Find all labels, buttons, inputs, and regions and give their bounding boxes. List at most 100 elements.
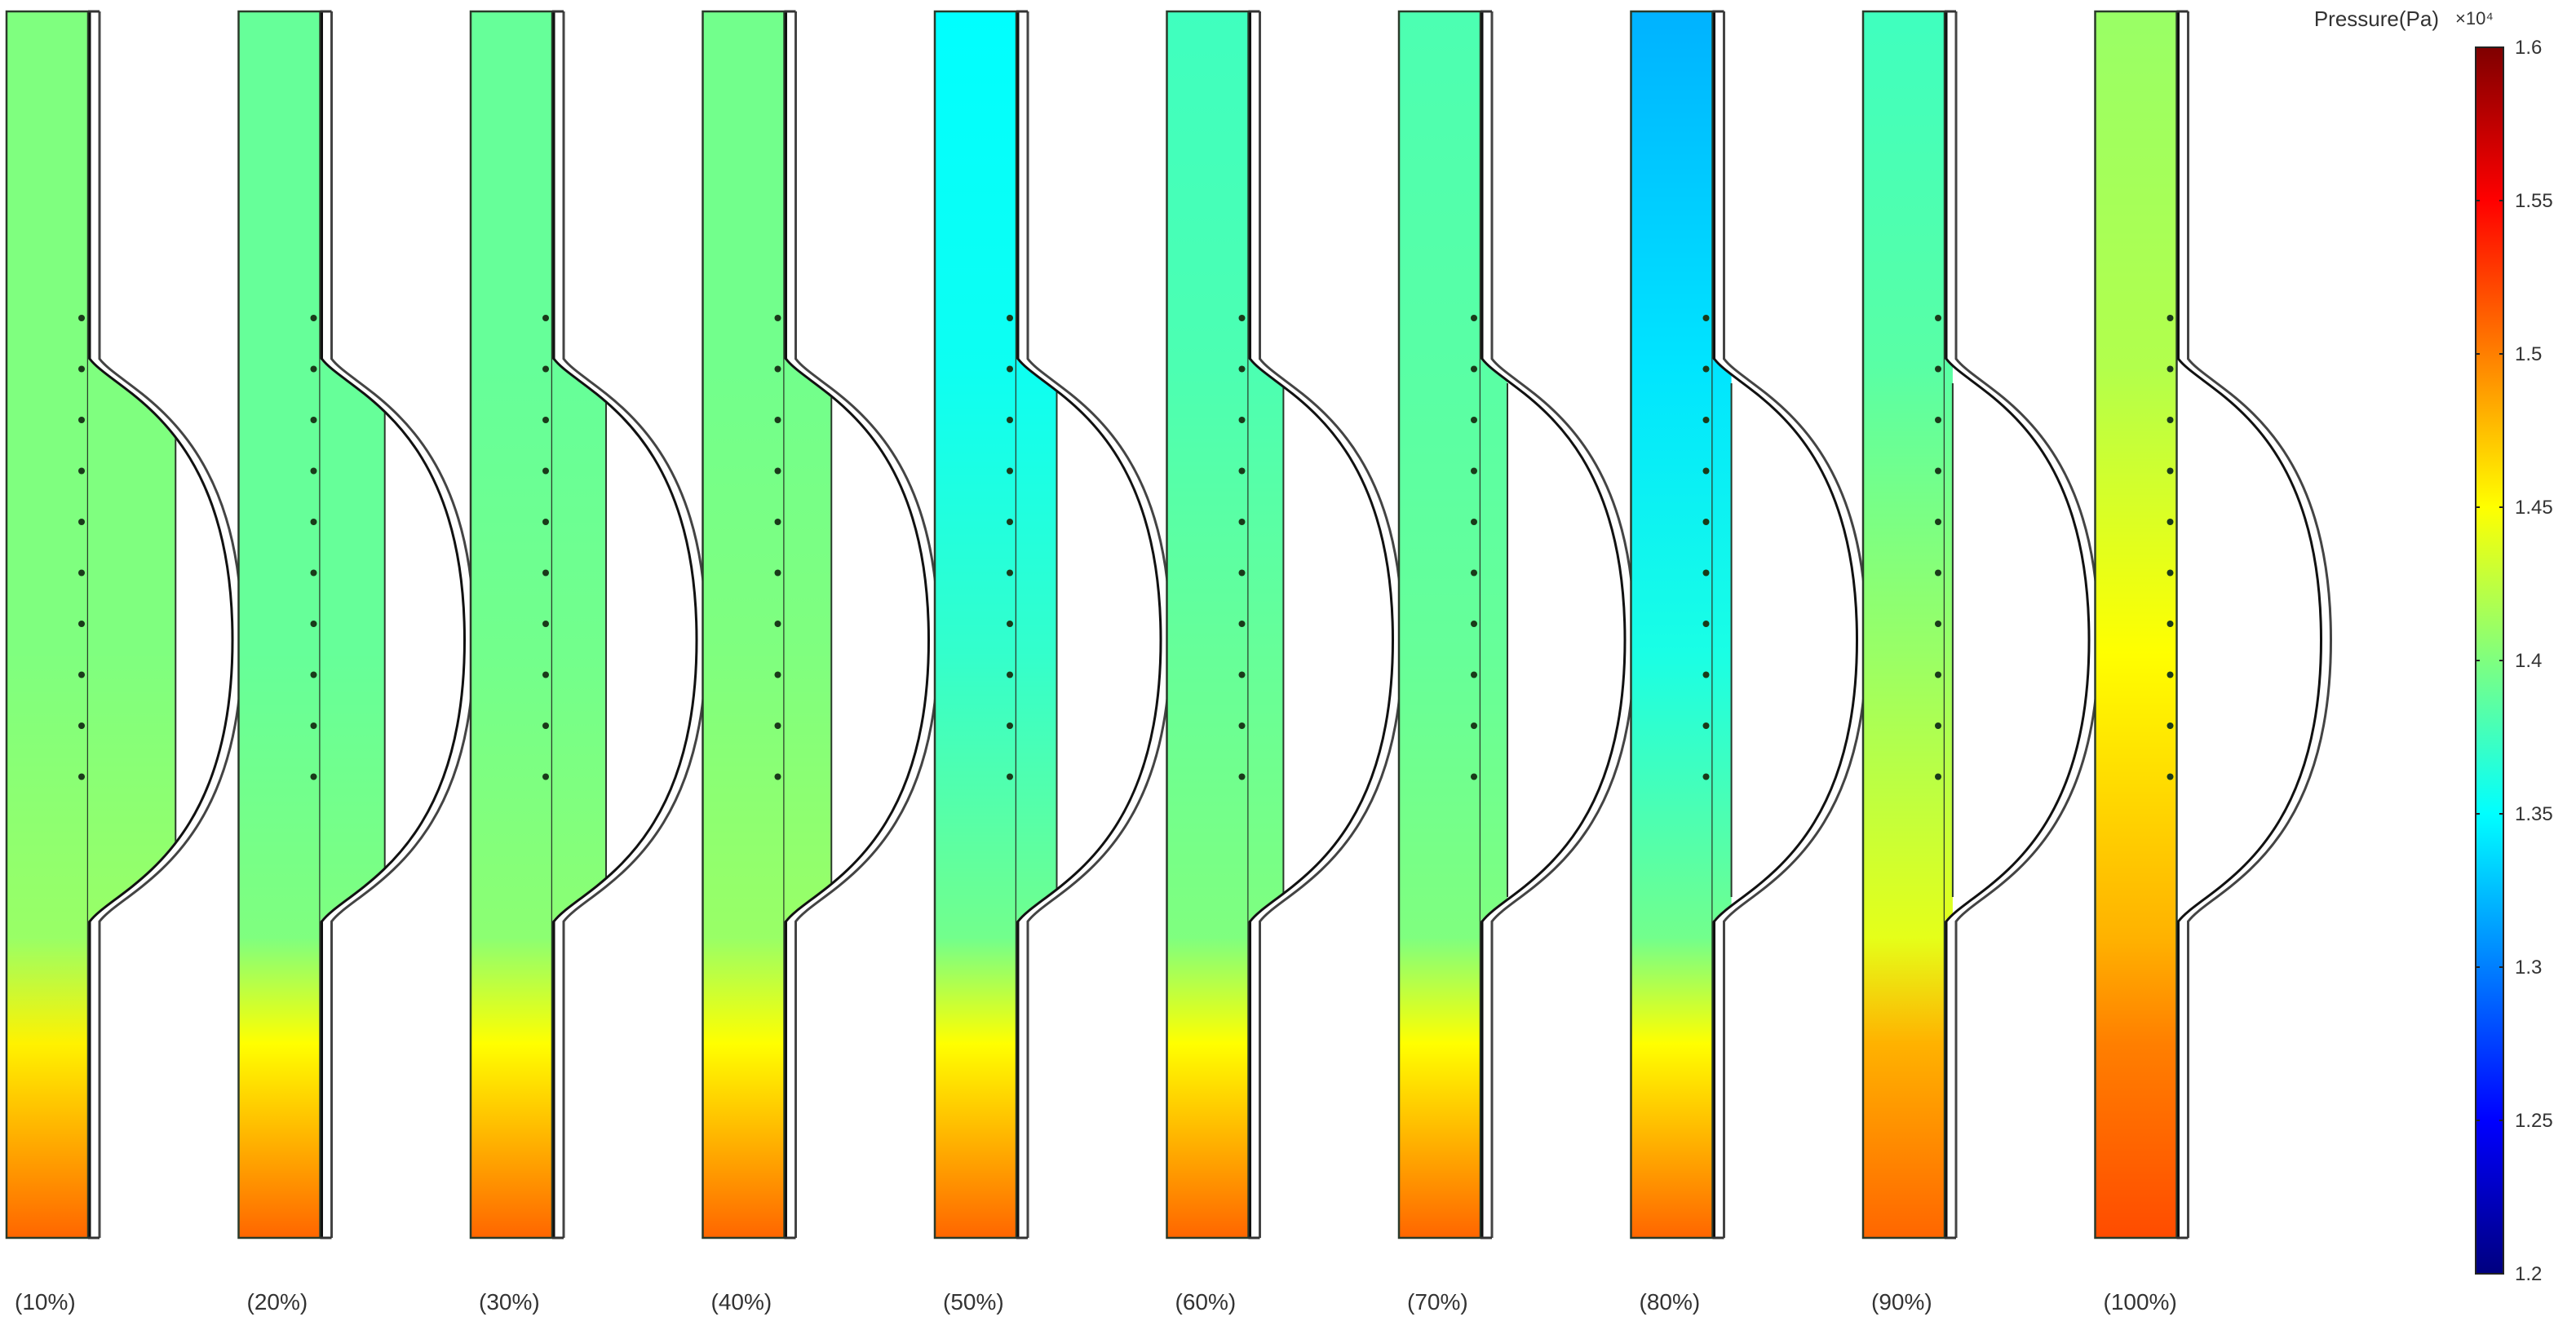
probe-point (310, 417, 317, 423)
panel-label: (60%) (1175, 1289, 1237, 1315)
probe-point (78, 365, 85, 373)
probe-point (1935, 722, 1941, 729)
probe-point (78, 315, 85, 321)
panel: (90%) (1861, 10, 2100, 1315)
probe-point (2167, 773, 2174, 780)
probe-point (1935, 671, 1941, 678)
colorbar-tick-label: 1.25 (2515, 1110, 2553, 1132)
probe-point (774, 621, 781, 627)
probe-point (1702, 773, 1710, 780)
probe-point (1702, 467, 1710, 475)
colorbar-title: Pressure(Pa) (2314, 7, 2439, 31)
probe-point (2167, 365, 2174, 373)
probe-point (1702, 365, 1710, 373)
probe-point (1935, 773, 1941, 780)
probe-point (542, 621, 549, 627)
probe-point (542, 467, 549, 475)
probe-point (1007, 671, 1013, 678)
colorbar: Pressure(Pa) ×10⁴ 1.61.551.51.451.41.351… (2314, 7, 2553, 1285)
probe-point (2167, 569, 2174, 577)
probe-point (78, 519, 85, 525)
inner-wall (2177, 11, 2323, 1238)
probe-point (1471, 569, 1477, 577)
probe-point (1007, 773, 1013, 780)
probe-point (1238, 773, 1246, 780)
fluid-channel (2094, 10, 2178, 1239)
probe-point (310, 467, 317, 475)
bulge-fluid (1481, 359, 1507, 921)
probe-point (1471, 365, 1477, 373)
probe-point (1007, 365, 1013, 373)
panel: (20%) (237, 10, 476, 1315)
probe-point (774, 519, 781, 525)
probe-point (1935, 621, 1941, 627)
probe-point (542, 671, 549, 678)
panel-label: (20%) (247, 1289, 308, 1315)
probe-point (774, 671, 781, 678)
colorbar-tick-label: 1.6 (2515, 37, 2542, 59)
outer-wall (1954, 11, 2100, 1238)
probe-point (78, 722, 85, 729)
fluid-channel (702, 10, 786, 1239)
probe-point (78, 417, 85, 423)
probe-point (1471, 417, 1477, 423)
panel: (70%) (1397, 10, 1636, 1315)
inner-wall (1249, 11, 1395, 1238)
probe-point (2167, 519, 2174, 525)
probe-point (1702, 621, 1710, 627)
probe-point (2167, 315, 2174, 321)
panel-label: (50%) (943, 1289, 1004, 1315)
fluid-channel (933, 10, 1018, 1239)
outer-wall (1723, 11, 1869, 1238)
probe-point (542, 773, 549, 780)
probe-point (1238, 467, 1246, 475)
probe-point (774, 773, 781, 780)
bulge-fluid (784, 359, 832, 921)
probe-point (1935, 365, 1941, 373)
bulge-fluid (88, 359, 176, 921)
panels: (10%) (20%) (30%) (40%) (50%) (60%) (70%) (80%)… (5, 10, 2333, 1315)
outer-wall (2187, 11, 2333, 1238)
probe-point (310, 671, 317, 678)
probe-point (2167, 467, 2174, 475)
panel-label: (80%) (1640, 1289, 1701, 1315)
probe-point (2167, 722, 2174, 729)
panel-label: (90%) (1871, 1289, 1932, 1315)
panel: (30%) (469, 10, 708, 1315)
probe-point (1471, 773, 1477, 780)
bulge-fluid (552, 359, 606, 921)
panel: (80%) (1630, 10, 1869, 1315)
probe-point (1007, 722, 1013, 729)
inner-wall (1481, 11, 1627, 1238)
colorbar-tick-label: 1.2 (2515, 1263, 2542, 1285)
probe-point (542, 519, 549, 525)
probe-point (2167, 671, 2174, 678)
probe-point (1238, 315, 1246, 321)
probe-point (1238, 569, 1246, 577)
probe-point (310, 722, 317, 729)
probe-point (774, 467, 781, 475)
panel-label: (10%) (15, 1289, 76, 1315)
probe-point (310, 315, 317, 321)
probe-point (1238, 519, 1246, 525)
probe-point (1471, 519, 1477, 525)
panel-label: (40%) (711, 1289, 772, 1315)
probe-point (1238, 671, 1246, 678)
probe-point (774, 569, 781, 577)
inner-wall (785, 11, 931, 1238)
inner-wall (321, 11, 467, 1238)
probe-point (1238, 722, 1246, 729)
probe-point (1935, 467, 1941, 475)
probe-point (1935, 569, 1941, 577)
colorbar-tick-label: 1.4 (2515, 650, 2542, 672)
bulge-fluid (1945, 359, 1953, 921)
colorbar-tick-label: 1.35 (2515, 803, 2553, 825)
panel-label: (70%) (1407, 1289, 1468, 1315)
probe-point (1238, 417, 1246, 423)
probe-point (1702, 569, 1710, 577)
probe-point (78, 773, 85, 780)
probe-point (1007, 417, 1013, 423)
probe-point (310, 365, 317, 373)
probe-point (1238, 365, 1246, 373)
probe-point (774, 315, 781, 321)
